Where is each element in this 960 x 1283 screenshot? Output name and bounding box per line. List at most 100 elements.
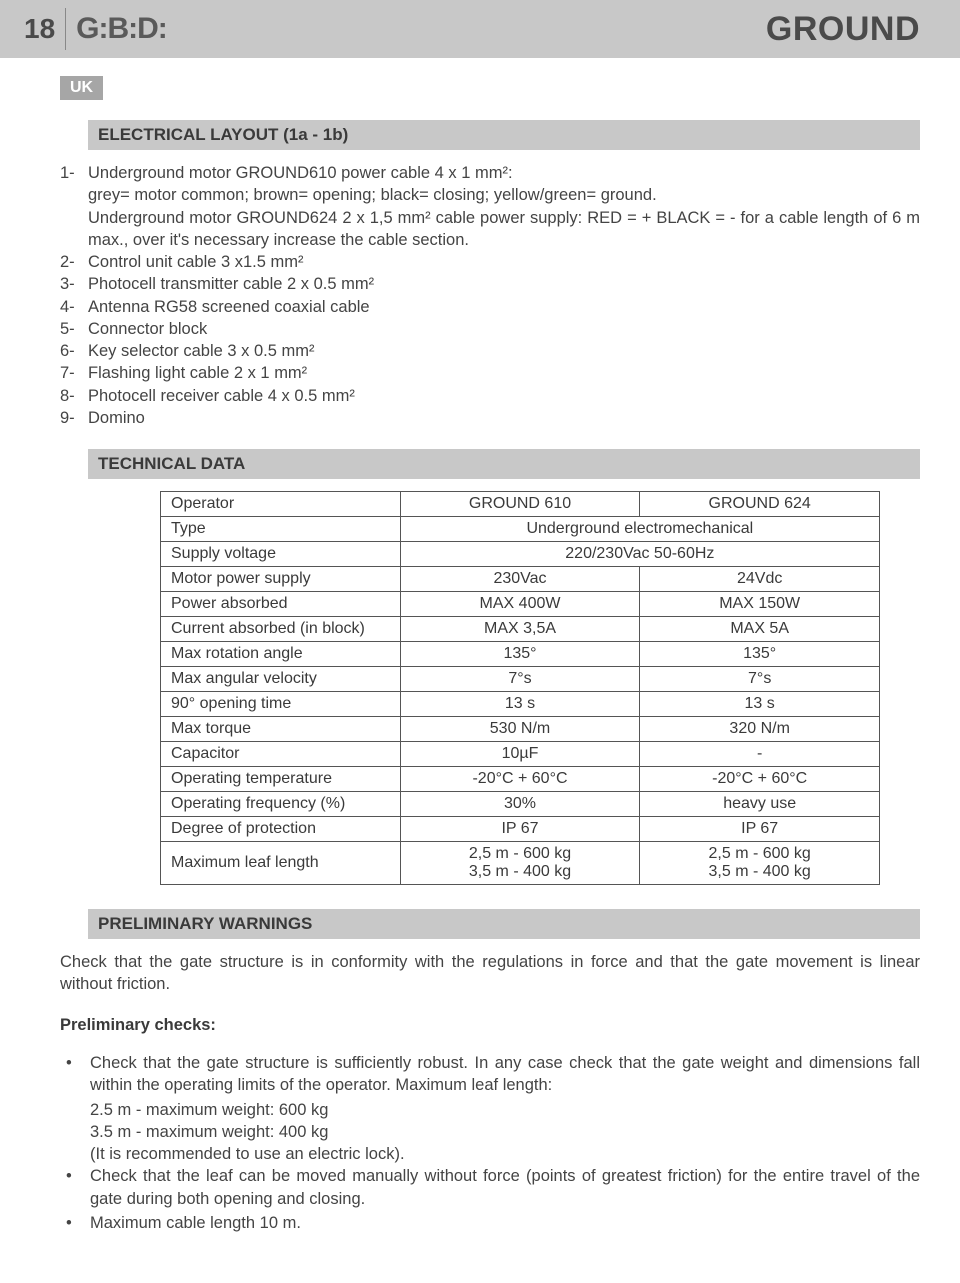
list-item-number: 9- [60, 407, 88, 429]
table-value: IP 67 [640, 817, 880, 842]
page-content: UK ELECTRICAL LAYOUT (1a - 1b) 1-Undergr… [0, 58, 960, 1256]
header-divider [65, 8, 66, 50]
table-value: IP 67 [400, 817, 640, 842]
table-value: 10µF [400, 742, 640, 767]
table-value: 2,5 m - 600 kg3,5 m - 400 kg [640, 842, 880, 885]
table-row: Max angular velocity7°s7°s [161, 667, 880, 692]
list-item-text: Connector block [88, 318, 920, 340]
table-value: 30% [400, 792, 640, 817]
section-heading-technical: TECHNICAL DATA [88, 449, 920, 479]
warnings-subhead: Preliminary checks: [60, 1014, 920, 1036]
table-value: 7°s [400, 667, 640, 692]
list-item: 8-Photocell receiver cable 4 x 0.5 mm² [60, 385, 920, 407]
list-item-number: 8- [60, 385, 88, 407]
table-label: Current absorbed (in block) [161, 617, 401, 642]
table-value: - [640, 742, 880, 767]
table-value: -20°C + 60°C [400, 767, 640, 792]
list-item-number: 3- [60, 273, 88, 295]
table-label: Max torque [161, 717, 401, 742]
bullet-dot: • [60, 1165, 90, 1210]
list-item-text: Photocell receiver cable 4 x 0.5 mm² [88, 385, 920, 407]
table-label: Operating temperature [161, 767, 401, 792]
table-value: 230Vac [400, 567, 640, 592]
table-row: Operating frequency (%)30%heavy use [161, 792, 880, 817]
table-row: Degree of protectionIP 67IP 67 [161, 817, 880, 842]
list-item-number: 2- [60, 251, 88, 273]
table-value: Underground electromechanical [400, 517, 879, 542]
list-item: 9-Domino [60, 407, 920, 429]
table-label: Max angular velocity [161, 667, 401, 692]
section-heading-electrical: ELECTRICAL LAYOUT (1a - 1b) [88, 120, 920, 150]
brand-logo: G:B:D: [76, 12, 167, 46]
list-item: 5-Connector block [60, 318, 920, 340]
table-row: Motor power supply230Vac24Vdc [161, 567, 880, 592]
table-row: 90° opening time13 s13 s [161, 692, 880, 717]
table-value: GROUND 624 [640, 492, 880, 517]
list-item-text: Flashing light cable 2 x 1 mm² [88, 362, 920, 384]
table-value: 13 s [640, 692, 880, 717]
list-item-text: Key selector cable 3 x 0.5 mm² [88, 340, 920, 362]
table-label: 90° opening time [161, 692, 401, 717]
table-row: Supply voltage220/230Vac 50-60Hz [161, 542, 880, 567]
bullet-text: Maximum cable length 10 m. [90, 1212, 920, 1234]
table-row: Max rotation angle135°135° [161, 642, 880, 667]
language-badge: UK [60, 76, 103, 100]
bullet-subline: 2.5 m - maximum weight: 600 kg [90, 1099, 920, 1121]
header-left: 18 G:B:D: [24, 8, 167, 50]
bullet-dot: • [60, 1052, 90, 1097]
bullet-text: Check that the gate structure is suffici… [90, 1052, 920, 1097]
list-item-number: 7- [60, 362, 88, 384]
list-item-text: Underground motor GROUND610 power cable … [88, 162, 920, 184]
table-value: 320 N/m [640, 717, 880, 742]
table-value: 135° [400, 642, 640, 667]
list-item: 4-Antenna RG58 screened coaxial cable [60, 296, 920, 318]
table-value: 530 N/m [400, 717, 640, 742]
warnings-intro: Check that the gate structure is in conf… [60, 951, 920, 996]
table-label: Power absorbed [161, 592, 401, 617]
list-item-text: Domino [88, 407, 920, 429]
table-value: 24Vdc [640, 567, 880, 592]
list-item-text: Antenna RG58 screened coaxial cable [88, 296, 920, 318]
list-item-number: 5- [60, 318, 88, 340]
table-row: TypeUnderground electromechanical [161, 517, 880, 542]
page-number: 18 [24, 13, 55, 45]
table-value: MAX 400W [400, 592, 640, 617]
table-row: OperatorGROUND 610GROUND 624 [161, 492, 880, 517]
list-item-sub: grey= motor common; brown= opening; blac… [60, 184, 920, 206]
table-label: Maximum leaf length [161, 842, 401, 885]
table-value: GROUND 610 [400, 492, 640, 517]
bullet-item: •Check that the gate structure is suffic… [60, 1052, 920, 1097]
list-item-number: 1- [60, 162, 88, 184]
table-row: Max torque530 N/m320 N/m [161, 717, 880, 742]
section-heading-warnings: PRELIMINARY WARNINGS [88, 909, 920, 939]
technical-data-table: OperatorGROUND 610GROUND 624TypeUndergro… [160, 491, 880, 885]
list-item: 3-Photocell transmitter cable 2 x 0.5 mm… [60, 273, 920, 295]
list-item: 1-Underground motor GROUND610 power cabl… [60, 162, 920, 184]
table-label: Supply voltage [161, 542, 401, 567]
table-value: 2,5 m - 600 kg3,5 m - 400 kg [400, 842, 640, 885]
table-row: Maximum leaf length2,5 m - 600 kg3,5 m -… [161, 842, 880, 885]
bullet-item: •Maximum cable length 10 m. [60, 1212, 920, 1234]
bullet-subline: (It is recommended to use an electric lo… [90, 1143, 920, 1165]
table-label: Degree of protection [161, 817, 401, 842]
table-label: Operating frequency (%) [161, 792, 401, 817]
table-label: Motor power supply [161, 567, 401, 592]
table-value: 220/230Vac 50-60Hz [400, 542, 879, 567]
header-bar: 18 G:B:D: GROUND [0, 0, 960, 58]
table-value: MAX 3,5A [400, 617, 640, 642]
bullet-text: Check that the leaf can be moved manuall… [90, 1165, 920, 1210]
table-label: Capacitor [161, 742, 401, 767]
list-item-number: 6- [60, 340, 88, 362]
bullet-item: •Check that the leaf can be moved manual… [60, 1165, 920, 1210]
table-row: Operating temperature-20°C + 60°C-20°C +… [161, 767, 880, 792]
list-item-sub: Underground motor GROUND624 2 x 1,5 mm² … [60, 207, 920, 252]
table-value: MAX 5A [640, 617, 880, 642]
electrical-list: 1-Underground motor GROUND610 power cabl… [60, 162, 920, 429]
table-value: 7°s [640, 667, 880, 692]
bullet-dot: • [60, 1212, 90, 1234]
table-label: Max rotation angle [161, 642, 401, 667]
table-value: 135° [640, 642, 880, 667]
list-item: 2-Control unit cable 3 x1.5 mm² [60, 251, 920, 273]
table-value: MAX 150W [640, 592, 880, 617]
list-item: 6-Key selector cable 3 x 0.5 mm² [60, 340, 920, 362]
